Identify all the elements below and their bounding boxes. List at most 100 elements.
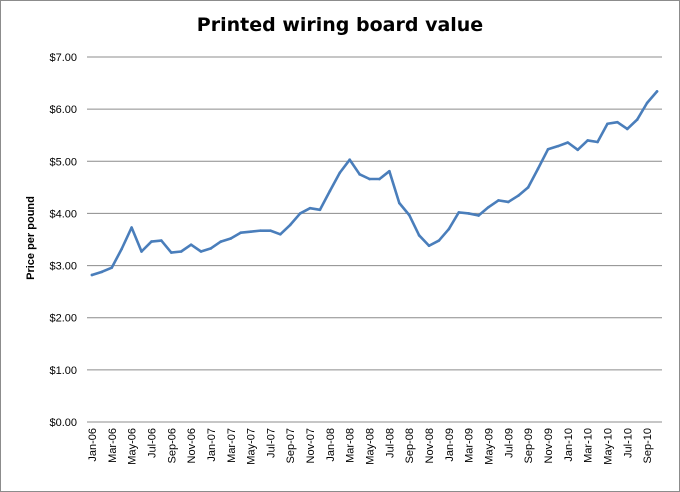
series-line <box>90 90 659 277</box>
data-point <box>130 226 133 229</box>
x-tick-label: Mar-09 <box>464 428 476 463</box>
y-tick-label: $4.00 <box>49 208 77 220</box>
data-point <box>616 120 619 124</box>
x-tick-label: Jul-08 <box>384 428 396 458</box>
data-point <box>239 231 242 235</box>
data-point <box>120 247 123 251</box>
data-point <box>179 250 183 253</box>
x-tick-label: Nov-06 <box>186 428 198 463</box>
x-tick-label: Jan-10 <box>563 428 575 462</box>
data-point <box>397 201 401 205</box>
data-point <box>407 213 411 217</box>
data-point <box>467 212 470 215</box>
data-point <box>378 177 381 181</box>
y-tick-label: $7.00 <box>49 52 77 64</box>
data-point <box>626 127 629 131</box>
data-point <box>596 140 599 144</box>
x-tick-label: Sep-06 <box>166 428 178 463</box>
data-point <box>427 244 431 248</box>
x-tick-label: Jul-10 <box>622 428 634 458</box>
x-tick-label: Jan-08 <box>325 428 337 462</box>
data-point <box>417 234 421 237</box>
data-point <box>209 247 213 250</box>
x-tick-label: Sep-08 <box>404 428 416 463</box>
data-point <box>249 230 252 233</box>
data-point <box>516 194 520 197</box>
data-point <box>199 250 203 253</box>
x-tick-label: Nov-08 <box>424 428 436 463</box>
x-tick-label: May-08 <box>365 428 377 465</box>
data-point <box>269 229 272 232</box>
data-point <box>526 186 530 189</box>
y-tick-label: $1.00 <box>49 365 77 377</box>
data-point <box>586 139 589 142</box>
data-point <box>507 200 510 204</box>
data-point <box>110 266 114 269</box>
y-tick-label: $3.00 <box>49 261 77 273</box>
y-tick-labels: $0.00 $1.00 $2.00 $3.00 $4.00 $5.00 $6.00 $7.00 <box>49 52 77 429</box>
x-tick-label: May-07 <box>246 428 258 465</box>
y-tick-label: $6.00 <box>49 104 77 116</box>
data-point <box>368 177 371 181</box>
x-tick-label: Jan-06 <box>87 428 99 462</box>
data-point <box>298 212 302 215</box>
x-tick-label: Mar-08 <box>345 428 357 463</box>
x-tick-label: Jan-09 <box>444 428 456 462</box>
data-point <box>576 148 580 152</box>
x-tick-label: Sep-07 <box>285 428 297 463</box>
data-point <box>655 90 659 93</box>
data-point <box>308 206 312 210</box>
data-point <box>219 240 223 243</box>
data-point <box>487 205 490 209</box>
x-tick-label: Sep-10 <box>642 428 654 463</box>
data-point <box>437 239 441 242</box>
data-point <box>338 171 342 175</box>
x-tick-label: Mar-07 <box>226 428 238 463</box>
data-point <box>150 240 153 243</box>
data-point <box>328 189 332 193</box>
data-point <box>477 214 480 217</box>
data-point <box>566 141 570 144</box>
x-tick-label: Jul-09 <box>503 428 515 458</box>
x-tick-label: Nov-07 <box>305 428 317 463</box>
data-point <box>606 122 609 126</box>
data-point <box>635 118 639 121</box>
data-point <box>457 211 461 214</box>
x-tick-label: Jul-06 <box>146 428 158 458</box>
x-tick-label: Jul-07 <box>265 428 277 458</box>
x-tick-label: Mar-06 <box>107 428 119 463</box>
x-tick-label: Sep-09 <box>523 428 535 463</box>
x-tick-label: Nov-09 <box>543 428 555 463</box>
data-point <box>388 169 391 173</box>
x-tick-labels: Jan-06 Mar-06 May-06 Jul-06 Sep-06 Nov-06 Jan-… <box>87 428 654 465</box>
data-point <box>100 270 104 274</box>
data-point <box>536 167 540 170</box>
data-point <box>90 273 94 277</box>
series-group <box>90 90 659 277</box>
chart-title: Printed wiring board value <box>196 14 484 36</box>
data-point <box>288 223 292 227</box>
data-point <box>279 232 282 236</box>
data-point <box>140 250 143 253</box>
x-tick-label: May-06 <box>127 428 139 465</box>
data-point <box>556 144 560 148</box>
data-point <box>358 173 361 176</box>
x-tick-label: Mar-10 <box>583 428 595 463</box>
y-tick-label: $2.00 <box>49 313 77 325</box>
data-point <box>546 147 550 151</box>
y-tick-label: $0.00 <box>49 417 77 429</box>
data-point <box>189 243 193 247</box>
data-point <box>645 101 649 105</box>
y-tick-label: $5.00 <box>49 156 77 168</box>
x-tick-label: Jan-07 <box>206 428 218 462</box>
x-tick-label: May-10 <box>602 428 614 465</box>
data-point <box>259 229 262 232</box>
data-point <box>318 208 322 212</box>
data-point <box>348 158 352 162</box>
x-tick-label: May-09 <box>484 428 496 465</box>
data-point <box>497 199 500 202</box>
gridlines <box>87 56 662 371</box>
data-point <box>447 227 451 231</box>
